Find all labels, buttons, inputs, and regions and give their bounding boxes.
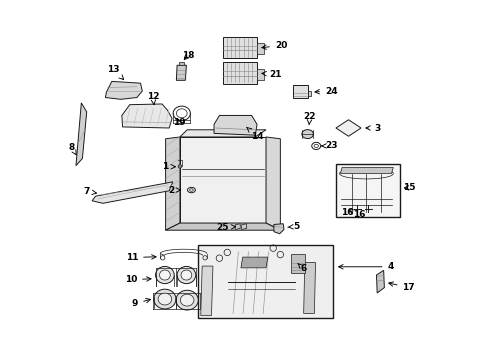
Text: 13: 13 [107,65,123,80]
Text: 6: 6 [297,264,306,274]
Text: 17: 17 [388,282,414,292]
Polygon shape [178,62,184,65]
Text: 4: 4 [338,262,393,271]
Polygon shape [340,167,392,174]
Text: 3: 3 [365,123,380,132]
Text: 11: 11 [125,253,156,262]
Polygon shape [92,182,172,203]
Bar [223,62,257,84]
Polygon shape [303,262,315,314]
Text: 5: 5 [287,222,299,231]
Text: 21: 21 [262,70,281,79]
Polygon shape [180,130,265,137]
Text: 9: 9 [132,298,150,308]
Bar [292,85,307,98]
Text: 8: 8 [68,143,76,155]
Ellipse shape [180,294,194,306]
Bar [290,253,305,273]
Text: 22: 22 [303,112,315,125]
Polygon shape [214,116,257,135]
Text: 2: 2 [167,185,180,194]
Ellipse shape [155,266,174,284]
Polygon shape [165,137,180,230]
Polygon shape [180,137,265,223]
Polygon shape [176,65,186,80]
Ellipse shape [181,270,191,280]
Ellipse shape [177,266,195,284]
Ellipse shape [153,289,176,309]
Text: 15: 15 [403,183,415,192]
Polygon shape [201,266,212,316]
Polygon shape [265,137,280,230]
Text: 1: 1 [162,162,175,171]
Text: 7: 7 [83,187,96,196]
Bar [307,91,310,96]
Text: 19: 19 [173,118,185,127]
Polygon shape [335,120,360,136]
Polygon shape [122,104,172,128]
Text: 12: 12 [146,92,159,104]
Text: 16: 16 [340,208,352,217]
Circle shape [178,165,182,168]
Bar [198,244,333,318]
Polygon shape [76,103,86,166]
Bar [257,69,263,80]
Bar [223,37,257,58]
Polygon shape [241,224,246,229]
Polygon shape [241,257,267,268]
Ellipse shape [159,270,170,280]
Ellipse shape [301,130,313,139]
Bar [335,163,399,217]
Text: 24: 24 [314,86,337,95]
Polygon shape [376,270,384,293]
Text: 18: 18 [182,51,194,60]
Text: 16: 16 [349,210,365,219]
Polygon shape [235,224,240,229]
Text: 25: 25 [216,223,235,232]
Text: 10: 10 [124,275,151,284]
Text: 14: 14 [246,127,263,141]
Ellipse shape [176,290,198,310]
Polygon shape [165,223,280,230]
Text: 23: 23 [321,141,337,150]
Bar [257,43,263,54]
Ellipse shape [158,293,171,305]
Polygon shape [105,81,142,99]
Text: 20: 20 [262,41,286,50]
Polygon shape [273,224,284,234]
